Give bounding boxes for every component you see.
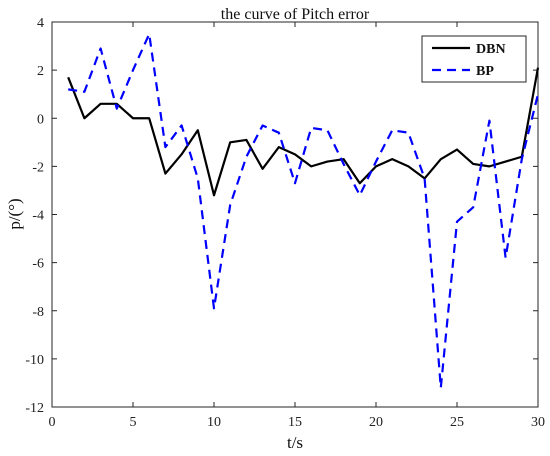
legend-label-dbn: DBN [476,42,506,57]
series-line-bp [68,32,540,389]
series-layer [67,32,540,389]
y-axis-label: p/(°) [5,198,24,229]
y-axis-ticks: -12 -10 -8 -6 -4 -2 0 2 4 [25,16,538,416]
y-tick-label: -8 [32,305,44,320]
y-tick-label: -6 [32,257,44,272]
y-tick-label: -2 [32,160,44,175]
plot-area [51,21,539,408]
y-tick-label: -4 [32,209,44,224]
x-axis-label: t/s [287,433,303,452]
legend: DBN BP [421,35,527,83]
x-tick-label: 25 [450,415,464,430]
y-tick-label: 4 [37,16,44,31]
x-axis-ticks: 0 5 10 15 20 25 30 [49,22,545,430]
x-tick-label: 0 [49,415,56,430]
x-tick-label: 20 [369,415,383,430]
x-tick-label: 5 [130,415,137,430]
legend-label-bp: BP [476,64,494,79]
chart-title: the curve of Pitch error [221,6,370,23]
series-line-dbn [67,67,540,197]
y-tick-label: 0 [37,112,44,127]
x-tick-label: 15 [288,415,302,430]
legend-box [421,35,527,83]
y-tick-label: 2 [37,64,44,79]
y-tick-label: -10 [25,353,44,368]
y-tick-label: -12 [25,401,44,416]
x-tick-label: 30 [531,415,545,430]
x-tick-label: 10 [207,415,221,430]
